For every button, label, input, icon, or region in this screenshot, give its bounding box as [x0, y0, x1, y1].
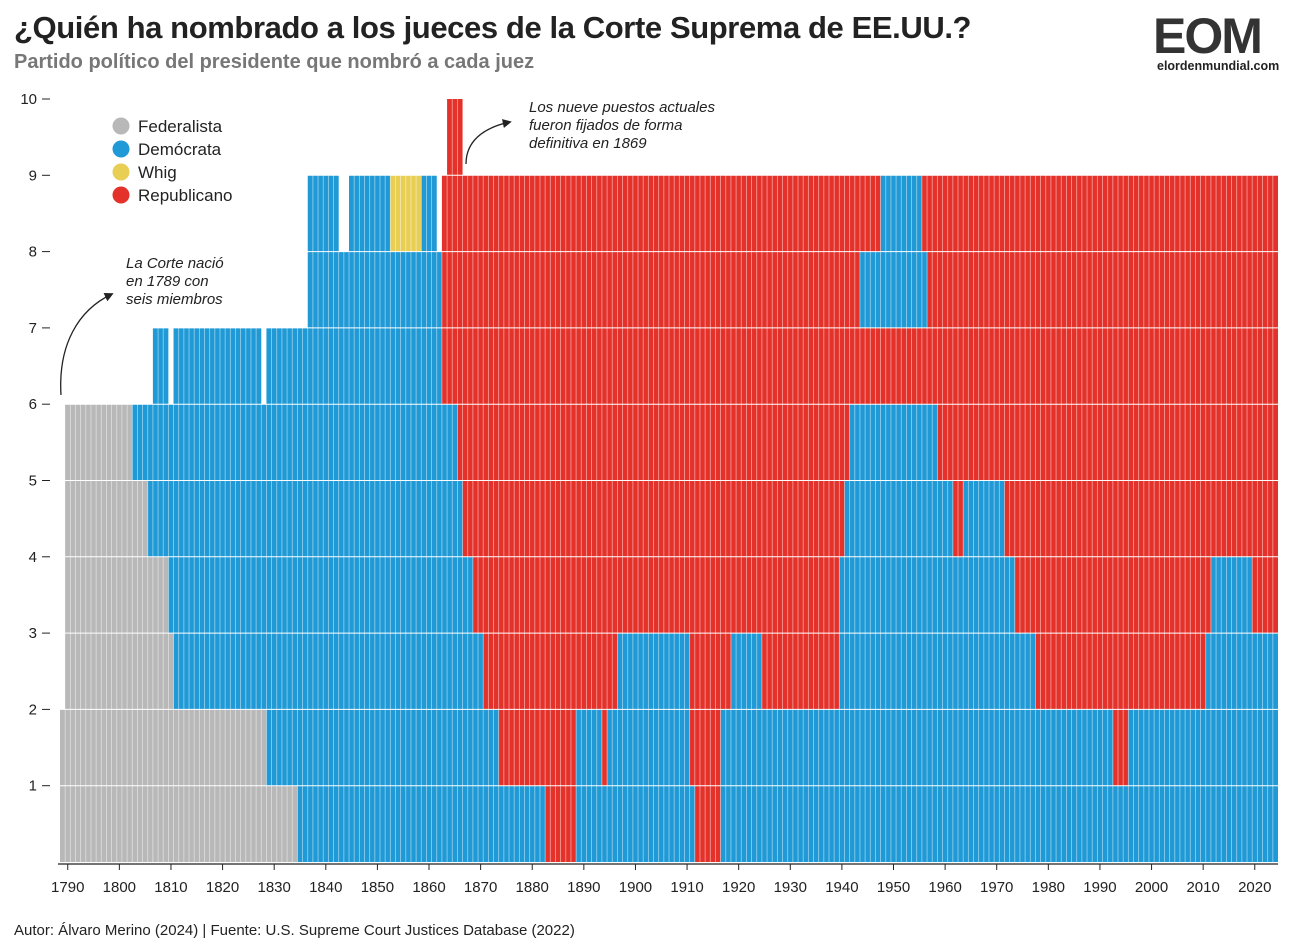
- supreme-court-chart: 1790 1800 1810 1820 1830 1840 1850 1860 1870 1880…: [20, 91, 1278, 896]
- y-tick-label: 4: [29, 549, 37, 566]
- x-tick-label: 1930: [774, 879, 807, 896]
- seat-segment-2: [576, 709, 602, 786]
- y-tick-label: 1: [29, 778, 37, 795]
- x-tick-label: 1890: [567, 879, 600, 896]
- x-tick-label: 1800: [103, 879, 136, 896]
- y-tick-label: 3: [29, 625, 37, 642]
- x-tick-label: 1880: [516, 879, 549, 896]
- y-tick-label: 9: [29, 167, 37, 184]
- y-tick-label: 6: [29, 396, 37, 413]
- seat-segment-2: [498, 709, 577, 786]
- x-tick-label: 1920: [722, 879, 755, 896]
- annotation-court-born-line: en 1789 con: [126, 273, 209, 290]
- seat-segment-4: [472, 556, 840, 634]
- y-tick-label: 10: [20, 91, 37, 108]
- seat-segment-3: [1035, 633, 1206, 710]
- x-tick-label: 1970: [980, 879, 1013, 896]
- x-axis: 1790 1800 1810 1820 1830 1840 1850 1860 1870 1880…: [51, 863, 1278, 896]
- legend-marker-2: [112, 163, 130, 181]
- seat-segment-6: [132, 404, 458, 481]
- seat-segment-2: [1128, 709, 1278, 786]
- seat-segment-1: [694, 785, 721, 862]
- x-tick-label: 1950: [877, 879, 910, 896]
- x-tick-label: 1790: [51, 879, 84, 896]
- logo-mark: EOM: [1153, 8, 1263, 64]
- x-tick-label: 1960: [928, 879, 961, 896]
- y-tick-label: 7: [29, 320, 37, 337]
- eom-logo: EOM elordenmundial.com: [1153, 8, 1287, 74]
- seat-segment-7: [152, 327, 169, 405]
- seat-segment-3: [65, 633, 174, 710]
- x-tick-label: 2020: [1238, 879, 1271, 896]
- seat-segment-6: [849, 404, 938, 481]
- seat-segment-4: [168, 556, 473, 634]
- annotation-nine-seats-line: Los nueve puestos actuales: [529, 99, 715, 116]
- x-tick-label: 1940: [825, 879, 858, 896]
- x-tick-label: 1870: [464, 879, 497, 896]
- seat-segment-10: [447, 99, 463, 176]
- seat-segment-8: [859, 251, 928, 328]
- x-tick-label: 1810: [154, 879, 187, 896]
- x-tick-label: 2000: [1135, 879, 1168, 896]
- y-tick-label: 8: [29, 244, 37, 261]
- legend-label-0: Federalista: [138, 117, 223, 136]
- chart-legend: Federalista Demócrata Whig Republicano: [112, 117, 233, 205]
- legend-marker-1: [112, 140, 130, 158]
- legend-label-1: Demócrata: [138, 140, 222, 159]
- x-tick-label: 1850: [361, 879, 394, 896]
- x-tick-label: 1820: [206, 879, 239, 896]
- annotation-nine-seats-arrow: [465, 119, 512, 165]
- seat-segment-2: [1112, 709, 1129, 786]
- seat-segment-5: [1004, 480, 1278, 557]
- y-tick-label: 5: [29, 473, 37, 490]
- chart-year-gridlines: [64, 99, 1274, 862]
- seat-segment-8: [441, 251, 860, 328]
- x-tick-label: 1990: [1083, 879, 1116, 896]
- seat-segment-4: [1252, 556, 1278, 634]
- annotation-nine-seats-line: fueron fijados de forma: [529, 117, 682, 134]
- page-subtitle: Partido político del presidente que nomb…: [14, 51, 535, 73]
- annotation-court-born-line: La Corte nació: [126, 255, 224, 272]
- seat-segment-2: [601, 709, 608, 786]
- legend-label-2: Whig: [138, 163, 177, 182]
- seat-segment-7: [173, 327, 262, 405]
- x-tick-label: 1830: [257, 879, 290, 896]
- annotation-court-born-arrow: [60, 292, 114, 396]
- x-tick-label: 1980: [1032, 879, 1065, 896]
- footer-credit: Autor: Álvaro Merino (2024) | Fuente: U.…: [14, 922, 575, 939]
- x-tick-label: 1900: [619, 879, 652, 896]
- logo-url: elordenmundial.com: [1157, 59, 1280, 73]
- seat-segment-6: [65, 404, 133, 481]
- page-title: ¿Quién ha nombrado a los jueces de la Co…: [14, 10, 972, 45]
- seat-segment-2: [266, 709, 499, 786]
- seat-segment-1: [576, 785, 695, 862]
- legend-label-3: Republicano: [138, 186, 233, 205]
- x-tick-label: 1840: [309, 879, 342, 896]
- chart-seat-gridlines: [60, 174, 1278, 787]
- seat-segment-9: [441, 175, 881, 252]
- annotation-nine-seats-line: definitiva en 1869: [529, 135, 647, 152]
- x-tick-label: 1910: [670, 879, 703, 896]
- x-tick-label: 2010: [1186, 879, 1219, 896]
- seat-segment-5: [147, 480, 463, 557]
- y-tick-label: 2: [29, 701, 37, 718]
- legend-marker-3: [112, 186, 130, 204]
- seat-segment-3: [761, 633, 840, 710]
- seat-segment-5: [844, 480, 953, 557]
- x-tick-label: 1860: [412, 879, 445, 896]
- seat-segment-9: [921, 175, 1278, 252]
- legend-marker-0: [112, 117, 130, 135]
- annotation-court-born-line: seis miembros: [126, 291, 223, 308]
- y-axis: 1 2 3 4 5 6 7 8 9 10: [20, 91, 50, 795]
- seat-segment-9: [421, 175, 437, 252]
